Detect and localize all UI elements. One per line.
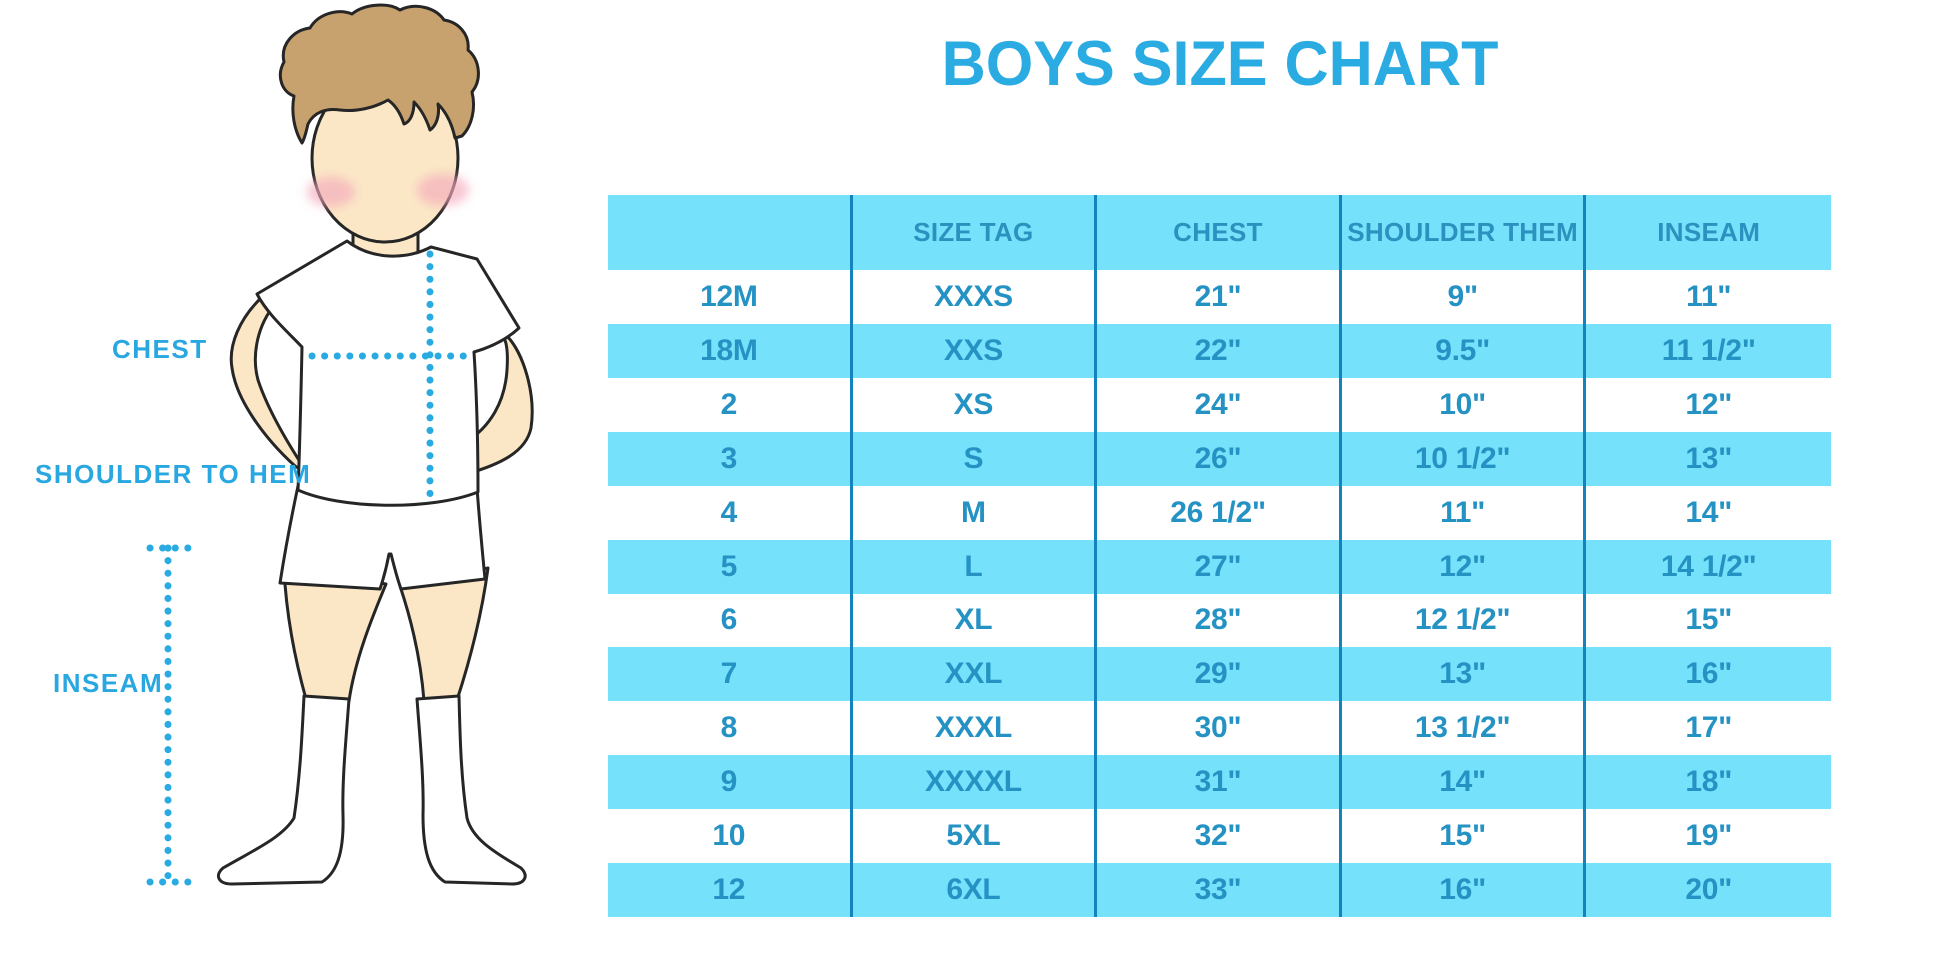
table-row: 5 L 27" 12" 14 1/2" [608, 539, 1831, 594]
cell-size: 6 [608, 593, 853, 648]
header-cell-shoulder: SHOULDER THEM [1342, 195, 1587, 270]
cell-shoulder: 13" [1342, 647, 1587, 702]
cell-size-tag: XXS [853, 323, 1098, 378]
cell-shoulder: 10 1/2" [1342, 431, 1587, 486]
cell-shoulder: 12 1/2" [1342, 593, 1587, 648]
cell-inseam: 20" [1685, 873, 1733, 907]
cell-size-tag: M [853, 485, 1098, 540]
cell-size: 2 [608, 377, 853, 432]
cell-chest: 29" [1097, 647, 1342, 702]
measurement-illustration: CHEST SHOULDER TO HEM INSEAM [0, 0, 620, 973]
table-row: 12M XXXS 21" 9" 11" [608, 270, 1831, 324]
cell-inseam: 18" [1685, 765, 1733, 799]
cell-size-tag: XXXS [853, 270, 1098, 324]
cell-size: 8 [608, 701, 853, 756]
cell-size-tag: XL [853, 593, 1098, 648]
table-row: 9 XXXXL 31" 14" 18" [608, 755, 1831, 810]
table-row: 2 XS 24" 10" 12" [608, 377, 1831, 432]
header-cell-size-tag: SIZE TAG [853, 195, 1098, 270]
cell-size-tag: XXXL [853, 701, 1098, 756]
boy-shorts [278, 484, 487, 591]
shoulder-to-hem-label: SHOULDER TO HEM [35, 459, 312, 489]
page-title: BOYS SIZE CHART [941, 29, 1499, 99]
cell-size: 3 [608, 431, 853, 486]
cell-size: 10 [608, 809, 853, 864]
cell-inseam: 19" [1685, 819, 1733, 853]
cell-chest: 21" [1097, 270, 1342, 324]
cell-chest: 30" [1097, 701, 1342, 756]
cell-inseam: 17" [1685, 711, 1733, 745]
cell-size: 5 [608, 539, 853, 594]
cell-shoulder: 10" [1342, 377, 1587, 432]
cell-size-tag: 6XL [853, 863, 1098, 917]
cell-inseam: 15" [1685, 603, 1733, 637]
table-row: 7 XXL 29" 13" 16" [608, 647, 1831, 702]
cell-size: 12 [608, 863, 853, 917]
cell-inseam: 13" [1685, 441, 1733, 475]
table-header-row: SIZE TAG CHEST SHOULDER THEM INSEAM [608, 195, 1831, 270]
cell-chest: 24" [1097, 377, 1342, 432]
boy-right-sock [415, 694, 527, 886]
cell-size-tag: XS [853, 377, 1098, 432]
cell-size-tag: 5XL [853, 809, 1098, 864]
cell-size: 7 [608, 647, 853, 702]
cell-inseam: 12" [1685, 387, 1733, 421]
cell-chest: 31" [1097, 755, 1342, 810]
cell-inseam: 16" [1685, 657, 1733, 691]
cell-size: 4 [608, 485, 853, 540]
header-cell-size [608, 195, 853, 270]
cell-chest: 22" [1097, 323, 1342, 378]
cell-inseam: 11 1/2" [1661, 333, 1756, 367]
cell-size: 18M [608, 323, 853, 378]
table-row: 8 XXXL 30" 13 1/2" 17" [608, 701, 1831, 756]
cell-shoulder: 14" [1342, 755, 1587, 810]
boy-blush [307, 174, 469, 207]
cell-size: 12M [608, 270, 853, 324]
cell-inseam: 14" [1685, 495, 1733, 529]
cell-shoulder: 12" [1342, 539, 1587, 594]
cell-inseam: 14 1/2" [1660, 549, 1757, 583]
cell-size-tag: S [853, 431, 1098, 486]
cell-shoulder: 13 1/2" [1342, 701, 1587, 756]
cell-size-tag: L [853, 539, 1098, 594]
header-cell-chest: CHEST [1097, 195, 1342, 270]
cell-size-tag: XXL [853, 647, 1098, 702]
inseam-label: INSEAM [53, 668, 164, 698]
boy-left-sock [216, 694, 351, 886]
cell-chest: 32" [1097, 809, 1342, 864]
cell-chest: 27" [1097, 539, 1342, 594]
size-table: SIZE TAG CHEST SHOULDER THEM INSEAM 12M … [608, 195, 1831, 917]
boy-tshirt [255, 239, 521, 507]
cell-inseam: 11" [1686, 279, 1732, 313]
table-row: 4 M 26 1/2" 11" 14" [608, 485, 1831, 540]
cell-chest: 33" [1097, 863, 1342, 917]
chest-label: CHEST [112, 334, 208, 364]
cell-chest: 26 1/2" [1097, 485, 1342, 540]
table-row: 6 XL 28" 12 1/2" 15" [608, 593, 1831, 648]
cell-chest: 28" [1097, 593, 1342, 648]
cell-shoulder: 16" [1342, 863, 1587, 917]
table-row: 12 6XL 33" 16" 20" [608, 863, 1831, 917]
cell-shoulder: 11" [1342, 485, 1587, 540]
header-cell-inseam: INSEAM [1657, 217, 1761, 247]
cell-shoulder: 9.5" [1342, 323, 1587, 378]
boy-hair [278, 3, 480, 145]
table-row: 10 5XL 32" 15" 19" [608, 809, 1831, 864]
boy-figure-drawing [146, 3, 534, 886]
table-row: 3 S 26" 10 1/2" 13" [608, 431, 1831, 486]
cell-chest: 26" [1097, 431, 1342, 486]
table-row: 18M XXS 22" 9.5" 11 1/2" [608, 323, 1831, 378]
cell-shoulder: 9" [1342, 270, 1587, 324]
cell-shoulder: 15" [1342, 809, 1587, 864]
cell-size: 9 [608, 755, 853, 810]
cell-size-tag: XXXXL [853, 755, 1098, 810]
